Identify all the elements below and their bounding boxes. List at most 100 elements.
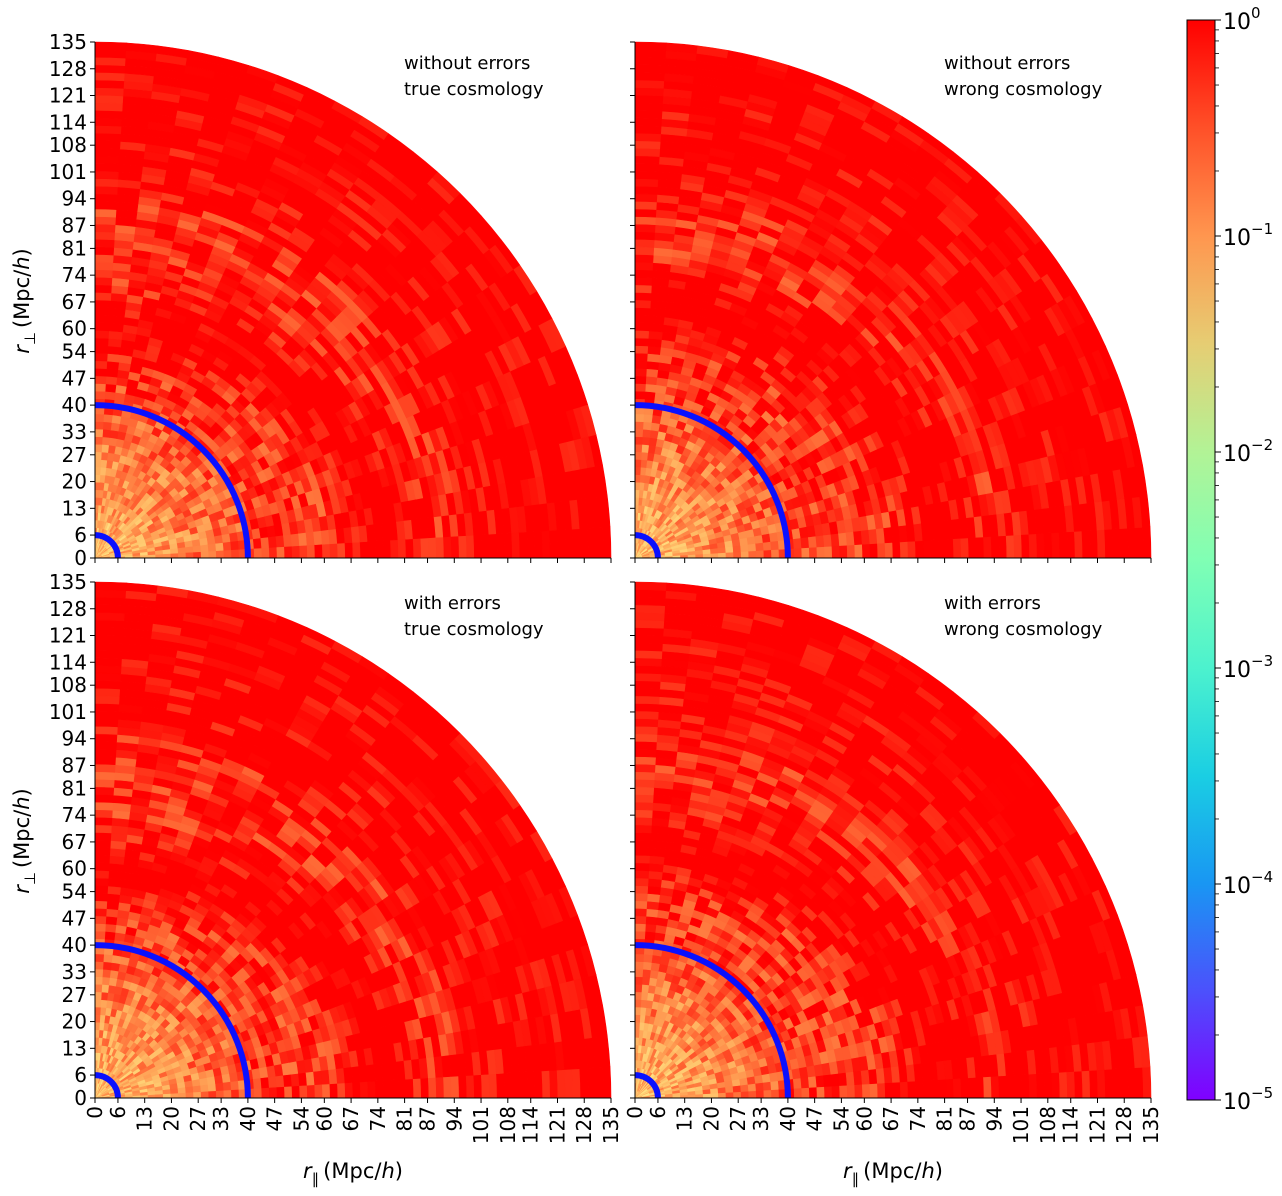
y-tick-label: 13 [62,496,87,520]
heatmap-cell [94,496,99,506]
heatmap-cell [102,961,112,971]
y-tick-label: 27 [62,443,87,467]
heatmap-cell [94,254,114,263]
heatmap-cell [602,526,612,559]
heatmap-cell [634,185,658,195]
heatmap-cell [801,547,810,559]
heatmap-cell [107,338,122,348]
heatmap-cell [208,1090,217,1099]
heatmap-cell [94,49,127,59]
heatmap-cell [94,1014,101,1023]
heatmap-cell [94,216,116,226]
heatmap-cell [108,977,118,987]
heatmap-cell [771,548,780,559]
heatmap-cell [94,64,126,74]
heatmap-cell [634,345,649,354]
heatmap-cell [846,544,856,559]
heatmap-cell [94,1036,99,1046]
heatmap-cell [877,542,886,559]
heatmap-cell [94,839,111,849]
heatmap-cell [945,538,955,559]
heatmap-cell [231,548,240,559]
heatmap-cell [1020,533,1030,559]
heatmap-cell [106,992,115,1002]
heatmap-cell [94,390,106,400]
heatmap-cell [94,847,111,856]
heatmap-cell [94,330,110,339]
heatmap-cell [109,969,119,979]
heatmap-cell [104,391,116,401]
heatmap-cell [443,1076,452,1099]
heatmap-cell [634,147,661,157]
heatmap-cell [390,539,399,559]
y-tick-label: 54 [62,340,87,364]
heatmap-cell [94,125,122,135]
heatmap-cell [397,538,407,559]
heatmap-cell [94,246,115,256]
heatmap-cell [854,543,863,559]
heatmap-cell [94,41,127,51]
heatmap-cell [634,117,662,127]
heatmap-cell [94,170,119,180]
heatmap-cell [253,547,263,559]
heatmap-cell [800,536,810,549]
heatmap-cell [107,330,123,340]
heatmap-cell [94,276,113,286]
heatmap-cell [94,201,117,210]
heatmap-cell [101,444,110,453]
heatmap-cell [646,353,661,363]
heatmap-cell [634,201,657,210]
heatmap-cell [808,546,818,559]
heatmap-cell [710,552,719,559]
heatmap-cell [94,345,109,354]
heatmap-cell [337,1082,346,1099]
panel-3: 0066131320202727333340404747545460606767… [49,570,623,1144]
heatmap-cell [230,540,240,551]
heatmap-cell [275,534,285,548]
heatmap-cell [367,1080,377,1099]
heatmap-cell [94,413,105,422]
heatmap-cell [261,1087,270,1099]
heatmap-cell [94,474,101,483]
heatmap-cell [443,536,452,559]
heatmap-cell [94,1029,100,1038]
heatmap-cell [305,1071,315,1086]
heatmap-cell [634,56,666,66]
heatmap-cell [541,530,551,559]
heatmap-cell [170,1092,179,1099]
panels: 0613202733404754606774818794101108114121… [49,30,1163,1144]
heatmap-cell [634,284,652,294]
heatmap-cell [94,117,122,127]
heatmap-cell [983,536,992,559]
heatmap-cell [110,962,120,972]
heatmap-cell [290,532,300,547]
heatmap-cell [94,238,115,248]
heatmap-cell [634,193,658,203]
heatmap-cell [329,1083,339,1099]
heatmap-cell [634,231,656,241]
heatmap-cell [634,155,660,165]
heatmap-cell [222,541,232,551]
heatmap-cell [267,1075,278,1088]
panel-annotation-line1: without errors [944,53,1070,74]
heatmap-cell [321,543,331,559]
heatmap-cell [94,778,115,788]
heatmap-cell [200,543,209,552]
heatmap-cell [344,1082,354,1099]
heatmap-cell [94,953,105,962]
heatmap-cell [639,474,646,484]
heatmap-cell [94,94,124,104]
heatmap-cell [435,536,445,559]
heatmap-cell [94,991,102,1000]
heatmap-cell [1127,527,1137,559]
heatmap-cell [1028,533,1038,559]
heatmap-cell [634,254,654,263]
heatmap-cell [94,367,107,377]
heatmap-cell [94,322,110,332]
heatmap-cell [299,544,308,559]
heatmap-cell [101,976,110,986]
heatmap-cell [284,545,293,559]
heatmap-cell [170,552,179,559]
heatmap-cell [102,421,112,431]
